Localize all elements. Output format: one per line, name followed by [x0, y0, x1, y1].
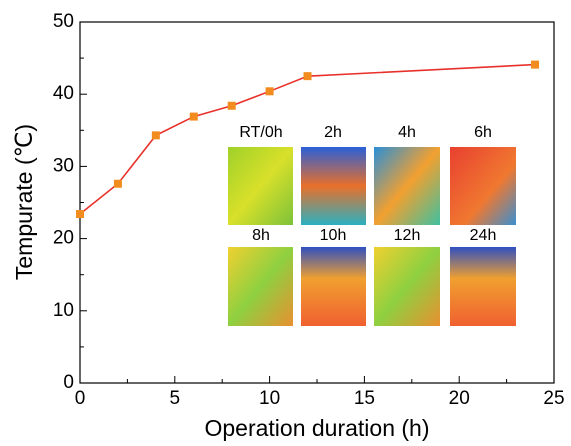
thermal-image — [374, 147, 440, 225]
thermal-image — [450, 147, 516, 225]
y-tick-label: 40 — [53, 83, 74, 104]
x-axis-title: Operation duration (h) — [204, 415, 429, 441]
x-tick-label: 10 — [259, 388, 280, 409]
inset-label: RT/0h — [239, 124, 282, 141]
x-tick-label: 20 — [449, 388, 470, 409]
thermal-image — [228, 147, 293, 225]
thermal-image — [450, 247, 516, 326]
y-tick-label: 0 — [63, 372, 74, 393]
marker — [227, 101, 236, 110]
thermal-image — [228, 247, 293, 326]
inset-label: 24h — [470, 227, 497, 244]
marker — [189, 112, 198, 121]
series-line — [79, 63, 536, 215]
x-tick-label: 15 — [354, 388, 375, 409]
x-tick-label: 5 — [170, 388, 181, 409]
inset-label: 8h — [252, 227, 270, 244]
inset-label: 10h — [320, 227, 347, 244]
thermal-image — [301, 247, 366, 326]
thermal-image — [374, 247, 440, 326]
y-tick-label: 20 — [53, 228, 74, 249]
inset-label: 4h — [398, 124, 416, 141]
marker — [76, 210, 84, 219]
y-axis-title: Tempurate (℃) — [11, 124, 37, 280]
x-tick-label: 25 — [543, 388, 564, 409]
y-tick-label: 10 — [53, 300, 74, 321]
x-tick-label: 0 — [75, 388, 86, 409]
inset-label: 12h — [394, 227, 421, 244]
thermal-image — [301, 147, 366, 225]
marker — [303, 72, 312, 81]
inset-label: 6h — [474, 124, 492, 141]
marker — [531, 60, 540, 69]
marker — [265, 87, 274, 96]
insets: RT/0h 2h 4h 6h 8h 10h 12h 24h — [228, 124, 516, 326]
y-tick-label: 30 — [53, 155, 74, 176]
marker — [151, 131, 160, 140]
y-tick-label: 50 — [53, 11, 74, 32]
inset-label: 2h — [324, 124, 342, 141]
marker — [113, 179, 122, 188]
